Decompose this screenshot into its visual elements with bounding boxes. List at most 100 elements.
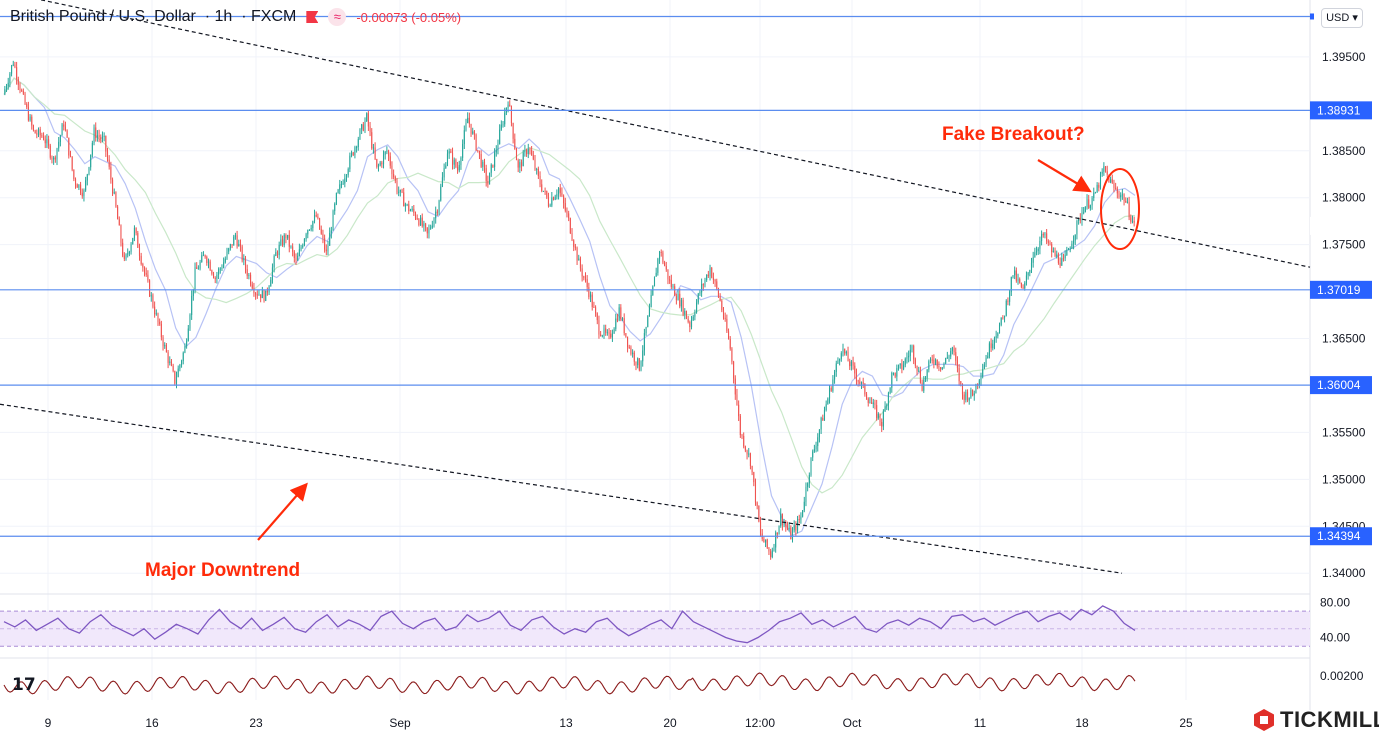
candle-body xyxy=(869,402,871,404)
candle-body xyxy=(652,286,654,295)
candle-body xyxy=(334,203,336,212)
candle-body xyxy=(542,190,544,192)
candle-body xyxy=(778,525,780,535)
y-tick-label: 1.38500 xyxy=(1322,144,1366,158)
candle-body xyxy=(221,267,223,269)
candle-body xyxy=(446,153,449,166)
candle-body xyxy=(56,148,58,160)
candle-body xyxy=(1084,206,1086,213)
candle-body xyxy=(98,135,100,138)
candle-body xyxy=(1120,195,1122,198)
candle-body xyxy=(803,501,805,511)
candle-body xyxy=(315,215,317,217)
candle-body xyxy=(866,394,868,399)
candle-body xyxy=(642,350,644,362)
candle-body xyxy=(765,539,767,543)
candle-body xyxy=(69,155,72,157)
candle-body xyxy=(687,318,689,322)
currency-dropdown[interactable]: USD ▾ xyxy=(1321,8,1363,28)
candle-body xyxy=(936,359,938,367)
candle-body xyxy=(600,334,602,336)
flag-icon[interactable] xyxy=(306,11,319,23)
candle-body xyxy=(791,530,794,540)
candle-body xyxy=(81,192,83,197)
candle-body xyxy=(997,333,999,337)
candle-body xyxy=(780,513,782,526)
candle-body xyxy=(610,333,612,338)
candle-body xyxy=(1036,251,1038,253)
candle-body xyxy=(685,310,688,319)
y-tick-label: 1.36500 xyxy=(1322,332,1366,346)
candle-body xyxy=(329,232,331,246)
candle-body xyxy=(219,268,221,270)
candle-body xyxy=(738,404,740,417)
candle-body xyxy=(823,410,826,421)
candle-body xyxy=(726,318,728,332)
candle-body xyxy=(541,184,543,191)
candle-body xyxy=(83,190,85,197)
candle-body xyxy=(88,167,90,175)
candle-body xyxy=(946,357,948,359)
lower-trendline xyxy=(0,403,1123,574)
candle-body xyxy=(615,318,617,329)
symbol-title[interactable]: British Pound / U.S. Dollar · 1h · FXCM xyxy=(10,8,297,25)
candle-body xyxy=(872,402,874,404)
candle-body xyxy=(810,457,812,476)
candle-body xyxy=(978,380,980,385)
y-tick-label: 1.39500 xyxy=(1322,50,1366,64)
candle-body xyxy=(303,238,305,246)
candle-body xyxy=(849,361,851,367)
candle-body xyxy=(91,142,93,155)
candle-body xyxy=(926,369,928,378)
candle-body xyxy=(669,279,671,281)
level-price-tag xyxy=(1310,280,1372,299)
candle-body xyxy=(660,251,662,253)
compare-icon[interactable]: ≈ xyxy=(328,8,347,26)
candle-body xyxy=(859,381,861,384)
candle-body xyxy=(605,328,607,333)
candle-body xyxy=(117,206,119,220)
candle-body xyxy=(270,279,272,287)
candle-body xyxy=(382,154,385,165)
candle-body xyxy=(919,370,921,383)
y-tick-label: 1.37500 xyxy=(1322,238,1366,252)
candle-body xyxy=(376,158,378,167)
candle-body xyxy=(864,383,866,395)
candle-body xyxy=(201,255,203,262)
candle-body xyxy=(845,351,847,354)
tradingview-logo[interactable]: 17 xyxy=(12,675,36,695)
x-tick-label: 12:00 xyxy=(745,716,775,730)
level-price-label: 1.36004 xyxy=(1317,378,1361,392)
candle-body xyxy=(404,204,406,207)
candle-body xyxy=(598,320,600,335)
candle-body xyxy=(1111,179,1113,183)
candle-body xyxy=(972,389,974,396)
candle-body xyxy=(406,204,408,206)
candle-body xyxy=(172,365,174,371)
candle-body xyxy=(1093,192,1095,198)
candle-body xyxy=(1022,287,1024,289)
x-tick-label: 23 xyxy=(249,716,263,730)
candle-body xyxy=(574,246,576,248)
candle-body xyxy=(608,332,610,334)
candle-body xyxy=(16,67,18,80)
candle-body xyxy=(640,361,642,371)
candle-body xyxy=(152,295,154,307)
candle-body xyxy=(714,279,716,282)
candle-body xyxy=(374,147,376,159)
candle-body xyxy=(945,358,947,364)
candle-body xyxy=(58,141,60,149)
candle-body xyxy=(455,159,457,167)
candle-body xyxy=(670,280,672,287)
candle-body xyxy=(189,315,191,329)
candle-body xyxy=(924,377,927,380)
candle-body xyxy=(579,258,581,269)
candle-body xyxy=(1081,212,1083,221)
candle-body xyxy=(677,293,679,301)
candle-body xyxy=(238,243,240,247)
candle-body xyxy=(167,352,169,363)
candle-body xyxy=(37,129,40,135)
candle-body xyxy=(96,135,98,138)
candle-body xyxy=(290,246,292,248)
